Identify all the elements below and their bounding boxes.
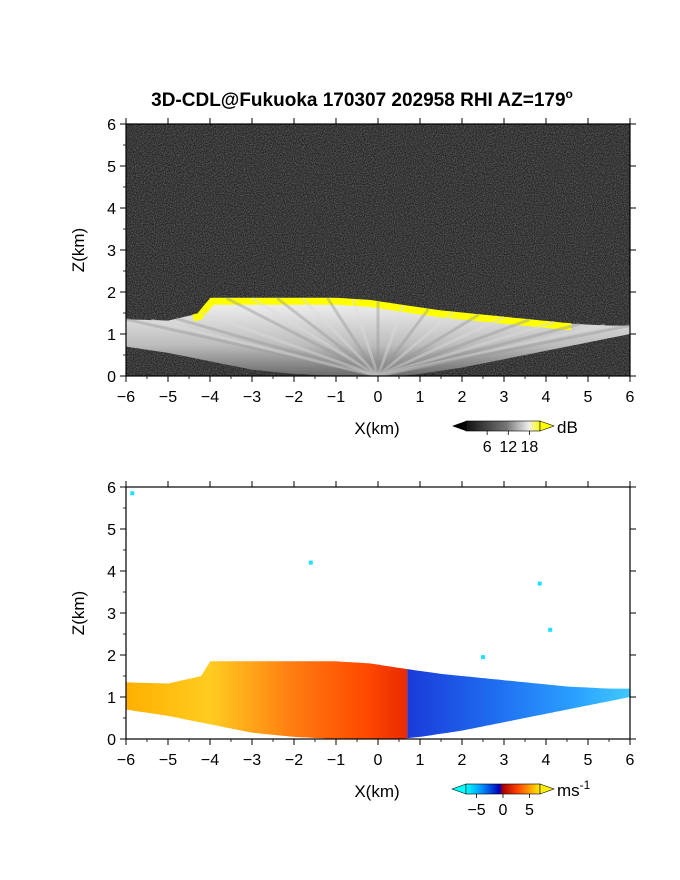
y-tick-label: 6 [107,117,116,134]
x-tick-label: 5 [584,752,593,769]
velocity-positive-region [126,661,408,739]
x-tick-label: 4 [542,389,551,406]
x-tick-label: −5 [159,752,177,769]
reflectivity-ray [377,311,455,376]
reflectivity-colorbar-label: dB [557,418,578,437]
x-tick-label: −6 [117,752,135,769]
reflectivity-xlabel: X(km) [354,419,399,438]
x-tick-label: 0 [374,752,383,769]
reflectivity-ylabel: Z(km) [69,228,88,272]
colorbar-tick-label: 12 [499,439,517,456]
velocity-axes: −6 −5 −4 −3 −2 −1 0 1 2 3 4 5 6 0 1 2 3 4 5 6 [107,480,636,769]
reflectivity-ray [377,313,480,376]
x-tick-label: 0 [374,389,383,406]
reflectivity-ray [377,318,530,376]
x-tick-label: 4 [542,752,551,769]
x-tick-label: 3 [500,389,509,406]
velocity-negative-region [407,669,630,739]
reflectivity-ray [377,322,580,376]
reflectivity-ray [351,298,380,376]
y-tick-label: 0 [107,369,116,386]
x-tick-label: −5 [159,389,177,406]
reflectivity-ray [126,317,379,376]
velocity-xlabel: X(km) [354,782,399,801]
colorbar-tick-label: 6 [483,439,492,456]
figure-title: 3D-CDL@Fukuoka 170307 202958 RHI AZ=179o [151,87,573,111]
y-tick-label: 5 [107,159,116,176]
reflectivity-ray [377,323,606,376]
x-tick-label: −3 [243,389,261,406]
y-tick-label: 3 [107,243,116,260]
reflectivity-colorbar: 6 12 18 dB [452,418,578,456]
reflectivity-frame [125,123,631,377]
colorbar-min-arrow [451,783,467,795]
reflectivity-ray [301,297,380,376]
x-tick-label: −4 [201,389,219,406]
colorbar-max-arrow [539,783,555,795]
colorbar-tick-label: 18 [521,439,539,456]
y-tick-label: 1 [107,327,116,344]
x-tick-label: 2 [458,752,467,769]
x-tick-label: −3 [243,752,261,769]
y-tick-label: 2 [107,285,116,302]
reflectivity-ray [226,296,379,376]
x-tick-label: 1 [416,752,425,769]
x-tick-label: 3 [500,752,509,769]
reflectivity-ray [201,311,379,376]
isolated-point [548,627,553,632]
velocity-colorbar: −5 0 5 ms-1 [451,778,591,819]
isolated-point [481,655,485,660]
x-tick-label: 2 [458,389,467,406]
x-tick-label: −1 [327,389,345,406]
y-tick-label: 5 [107,522,116,539]
colorbar-tick-label: 5 [525,802,534,819]
reflectivity-ray [150,318,379,376]
colorbar-tick-label: 0 [499,802,508,819]
y-tick-label: 1 [107,690,116,707]
x-tick-label: 5 [584,389,593,406]
reflectivity-ray [251,297,379,376]
reflectivity-ray [376,308,430,376]
reflectivity-ray [377,324,630,376]
reflectivity-rays [126,296,630,376]
x-tick-label: −2 [285,752,303,769]
y-tick-label: 4 [107,201,116,218]
x-tick-label: 6 [626,389,635,406]
velocity-panel: −6 −5 −4 −3 −2 −1 0 1 2 3 4 5 6 0 1 2 3 4 5 6 X(km) Z(km) −… [69,480,636,819]
y-tick-label: 2 [107,648,116,665]
colorbar-tick-label: −5 [467,802,485,819]
y-tick-label: 0 [107,732,116,749]
y-tick-label: 6 [107,480,116,497]
reflectivity-ray [377,320,555,376]
reflectivity-ray [326,297,380,376]
reflectivity-yellow-edge [192,297,572,331]
x-tick-label: −2 [285,389,303,406]
velocity-frame [125,486,631,740]
isolated-point [308,560,313,565]
y-tick-label: 3 [107,606,116,623]
x-tick-label: −6 [117,389,135,406]
colorbar-min-arrow [452,421,466,431]
velocity-isolated-points [130,491,553,660]
reflectivity-ray [377,315,505,376]
y-tick-label: 4 [107,564,116,581]
reflectivity-ray [376,304,405,376]
x-tick-label: 1 [416,389,425,406]
x-tick-label: −1 [327,752,345,769]
velocity-ylabel: Z(km) [69,591,88,635]
colorbar-max-arrow [539,420,555,432]
reflectivity-ray [175,317,379,376]
isolated-point [537,581,542,586]
reflectivity-ray [276,297,379,376]
x-tick-label: 6 [626,752,635,769]
reflectivity-axes: −6 −5 −4 −3 −2 −1 0 1 2 3 4 5 6 0 1 2 3 4 5 6 [107,117,636,406]
isolated-point [130,491,135,496]
velocity-colorbar-label: ms-1 [557,778,591,800]
x-tick-label: −4 [201,752,219,769]
